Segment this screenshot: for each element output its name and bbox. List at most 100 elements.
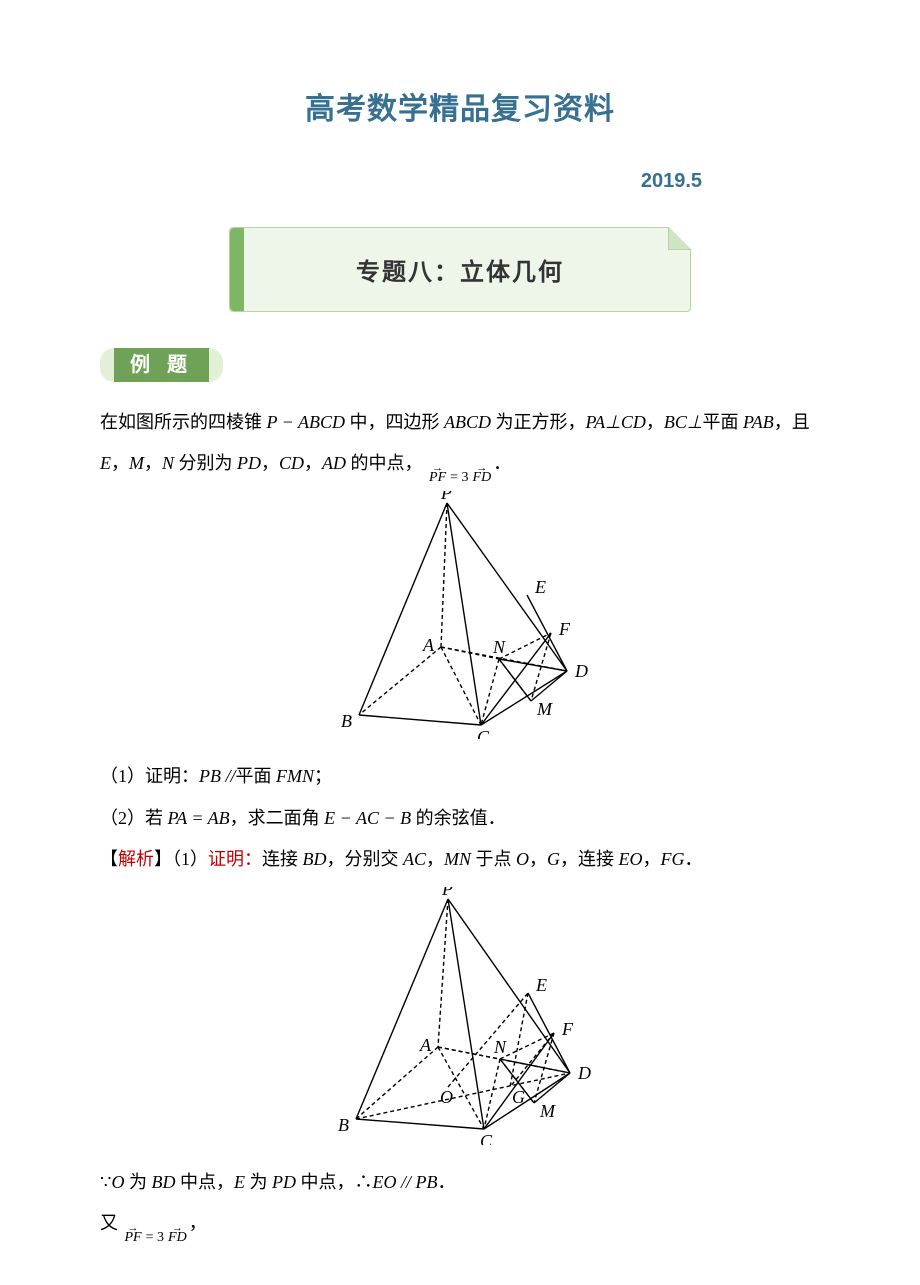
proof-label: 证明： (208, 849, 262, 869)
text: 连接 (262, 849, 303, 869)
svg-text:C: C (477, 727, 490, 739)
math: FG (661, 849, 685, 869)
text: ． (493, 453, 511, 473)
math: PA = AB (168, 808, 230, 828)
svg-text:F: F (561, 1019, 574, 1039)
text: 中点，∴ (296, 1172, 373, 1192)
text: 的余弦值． (411, 808, 506, 828)
text: 于点 (471, 849, 516, 869)
math: PD (272, 1172, 296, 1192)
solution-tag: 解析 (118, 849, 154, 869)
svg-text:P: P (441, 887, 453, 899)
question-1: （1）证明：PB //平面 FMN； (100, 756, 820, 797)
solution-line-also: 又 →PF = 3 →FD ， (100, 1203, 820, 1245)
text: ． (437, 1172, 455, 1192)
math: M (129, 453, 144, 473)
svg-text:N: N (493, 1037, 507, 1057)
text: 在如图所示的四棱锥 (100, 412, 267, 432)
text: ，且 (774, 412, 810, 432)
page: 高考数学精品复习资料 2019.5 专题八：立体几何 例 题 在如图所示的四棱锥… (0, 0, 920, 1285)
text: ， (643, 849, 661, 869)
math: G (547, 849, 560, 869)
math: PB // (199, 766, 236, 786)
svg-text:F: F (558, 619, 571, 639)
svg-text:E: E (535, 975, 547, 995)
svg-text:B: B (338, 1115, 349, 1135)
math: AD (322, 453, 346, 473)
text: ， (304, 453, 322, 473)
math: EO (619, 849, 643, 869)
section-pill-text: 例 题 (114, 348, 209, 382)
text: ， (529, 849, 547, 869)
svg-text:M: M (536, 699, 553, 719)
svg-text:C: C (480, 1131, 493, 1145)
text: 中，四边形 (345, 412, 444, 432)
text: ； (314, 766, 332, 786)
text: 平面 (703, 412, 744, 432)
text: 又 (100, 1213, 118, 1233)
math: ABCD (444, 412, 491, 432)
svg-text:O: O (440, 1087, 453, 1107)
svg-text:A: A (422, 635, 435, 655)
math: E − AC − B (324, 808, 411, 828)
math: EO // PB (372, 1172, 437, 1192)
math: PD (237, 453, 261, 473)
math: FMN (276, 766, 314, 786)
figure-1: PABCDEFNM (100, 491, 820, 744)
svg-text:A: A (419, 1035, 432, 1055)
math: O (111, 1172, 124, 1192)
bracket: 【 (100, 849, 118, 869)
text: （1）证明： (100, 766, 199, 786)
math: MN (444, 849, 471, 869)
main-title: 高考数学精品复习资料 (100, 84, 820, 128)
math: O (516, 849, 529, 869)
solution-line-1: 【解析】（1）证明：连接 BD，分别交 AC，MN 于点 O，G，连接 EO，F… (100, 839, 820, 880)
text: ，分别交 (327, 849, 404, 869)
math: PA⊥CD (586, 412, 646, 432)
text: 分别为 (174, 453, 237, 473)
section-pill: 例 题 (100, 348, 223, 382)
text: ， (646, 412, 664, 432)
question-2: （2）若 PA = AB，求二面角 E − AC − B 的余弦值． (100, 798, 820, 839)
text: ，连接 (560, 849, 619, 869)
svg-text:G: G (512, 1087, 525, 1107)
svg-text:B: B (341, 711, 352, 731)
math: BD (303, 849, 327, 869)
text: ，求二面角 (230, 808, 325, 828)
vector-equation: →PF = 3 →FD (429, 466, 491, 485)
pyramid-diagram-2: P A B C D E F N M O G (320, 887, 600, 1145)
text: （1） (172, 849, 208, 869)
svg-text:E: E (534, 577, 546, 597)
text: （2）若 (100, 808, 168, 828)
figure-2: P A B C D E F N M O G (100, 887, 820, 1150)
text: 为 (124, 1172, 151, 1192)
math: E (234, 1172, 245, 1192)
bracket: 】 (154, 849, 172, 869)
svg-text:N: N (492, 637, 506, 657)
math: CD (279, 453, 304, 473)
solution-line-because: ∵O 为 BD 中点，E 为 PD 中点，∴EO // PB． (100, 1162, 820, 1203)
svg-text:M: M (539, 1101, 556, 1121)
text: ， (189, 1213, 207, 1233)
symbol: ∵ (100, 1172, 111, 1192)
text: ， (111, 453, 129, 473)
text: 中点， (175, 1172, 234, 1192)
text: ， (426, 849, 444, 869)
text: ， (261, 453, 279, 473)
text: 为正方形， (491, 412, 586, 432)
math: BC⊥ (664, 412, 703, 432)
math: BD (151, 1172, 175, 1192)
svg-text:D: D (574, 661, 588, 681)
text: ． (685, 849, 703, 869)
math: AC (403, 849, 426, 869)
topic-banner: 专题八：立体几何 (229, 227, 691, 312)
text: 的中点， (346, 453, 423, 473)
pill-left-cap (100, 348, 114, 382)
problem-statement: 在如图所示的四棱锥 P − ABCD 中，四边形 ABCD 为正方形，PA⊥CD… (100, 402, 820, 443)
svg-text:D: D (577, 1063, 591, 1083)
date: 2019.5 (100, 170, 820, 193)
math: PAB (743, 412, 774, 432)
pyramid-diagram-1: PABCDEFNM (329, 491, 591, 739)
text: 平面 (236, 766, 277, 786)
text: ， (144, 453, 162, 473)
